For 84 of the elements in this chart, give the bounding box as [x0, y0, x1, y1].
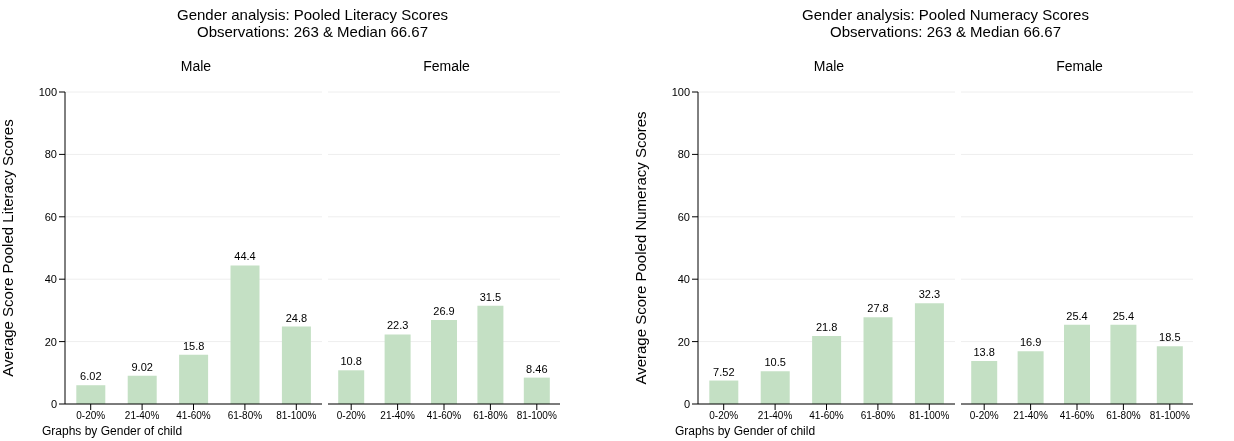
x-tick-label: 61-80%: [473, 410, 508, 422]
chart-title: Gender analysis: Pooled Literacy Scores: [176, 6, 449, 23]
data-label: 26.9: [433, 305, 455, 318]
bar: [1110, 324, 1137, 404]
bar: [914, 303, 944, 404]
data-label: 22.3: [386, 319, 409, 332]
bar: [281, 326, 311, 404]
y-tick-label: 0: [683, 397, 690, 410]
data-label: 10.8: [340, 355, 362, 368]
x-tick-label: 81-100%: [276, 410, 317, 422]
data-label: 9.02: [131, 360, 153, 373]
chart-subtitle: Observations: 263 & Median 66.67: [196, 23, 429, 40]
text: Graphs by Gender of child: [42, 424, 183, 438]
x-tick-label: 81-100%: [909, 410, 950, 422]
bar: [76, 385, 106, 404]
data-label: 8.46: [526, 362, 548, 375]
text: Graphs by Gender of child: [675, 424, 816, 438]
x-tick-label: 21-40%: [1013, 410, 1048, 422]
bar: [338, 370, 365, 404]
x-tick-label: 41-60%: [809, 410, 844, 422]
data-label: 18.5: [1159, 331, 1181, 344]
y-axis-title: Average Score Pooled Numeracy Scores: [632, 111, 650, 385]
y-axis-title: Average Score Pooled Literacy Scores: [0, 119, 17, 377]
chart-title: Gender analysis: Pooled Numeracy Scores: [801, 6, 1090, 23]
y-tick-label: 20: [677, 335, 690, 348]
x-tick-label: 81-100%: [1149, 410, 1190, 422]
x-tick-label: 81-100%: [516, 410, 557, 422]
data-label: 24.8: [285, 311, 308, 324]
bar: [760, 371, 790, 404]
y-tick-label: 40: [677, 273, 690, 286]
x-tick-label: 61-80%: [227, 410, 263, 422]
y-tick-label: 100: [671, 85, 690, 98]
y-tick-label: 60: [677, 210, 690, 223]
data-label: 25.4: [1112, 309, 1135, 322]
data-label: 32.3: [918, 288, 941, 301]
data-label: 6.02: [80, 370, 102, 383]
data-label: 10.5: [764, 356, 786, 369]
bar: [384, 334, 411, 404]
y-tick-label: 80: [44, 148, 57, 161]
data-label: 15.8: [182, 339, 205, 352]
y-tick-label: 100: [38, 85, 57, 98]
bar: [230, 265, 260, 404]
x-tick-label: 0-20%: [709, 410, 739, 422]
x-tick-label: 0-20%: [76, 410, 106, 422]
x-tick-label: 21-40%: [757, 410, 793, 422]
data-label: 25.4: [1066, 309, 1088, 322]
chart-subtitle: Observations: 263 & Median 66.67: [829, 23, 1062, 40]
bar: [971, 360, 998, 404]
x-tick-label: 21-40%: [124, 410, 160, 422]
x-tick-label: 41-60%: [176, 410, 211, 422]
data-label: 16.9: [1019, 336, 1042, 349]
x-tick-label: 41-60%: [1059, 410, 1095, 422]
bar: [523, 377, 550, 404]
text: Male: [812, 58, 846, 74]
y-tick-label: 80: [677, 148, 690, 161]
data-label: 13.8: [973, 345, 995, 358]
bar: [127, 375, 157, 404]
bar: [1017, 351, 1044, 404]
x-tick-label: 0-20%: [969, 410, 999, 422]
bar: [812, 335, 842, 404]
bar: [431, 320, 458, 404]
bar: [1064, 324, 1091, 404]
x-tick-label: 21-40%: [380, 410, 415, 422]
bar: [863, 317, 893, 404]
data-label: 31.5: [479, 290, 502, 303]
text: Male: [179, 58, 213, 74]
y-tick-label: 40: [44, 273, 57, 286]
y-tick-label: 60: [44, 210, 57, 223]
x-tick-label: 61-80%: [1106, 410, 1141, 422]
y-tick-label: 20: [44, 335, 57, 348]
text: Female: [1055, 58, 1104, 74]
bar: [477, 305, 504, 404]
bar: [1156, 346, 1183, 404]
text: Female: [422, 58, 471, 74]
bar: [709, 380, 739, 404]
x-tick-label: 61-80%: [860, 410, 896, 422]
y-tick-label: 0: [50, 397, 57, 410]
data-label: 7.52: [713, 365, 735, 378]
data-label: 27.8: [867, 302, 889, 315]
x-tick-label: 0-20%: [336, 410, 366, 422]
bar: [179, 354, 209, 404]
data-label: 44.4: [234, 250, 256, 263]
data-label: 21.8: [815, 320, 838, 333]
x-tick-label: 41-60%: [426, 410, 462, 422]
